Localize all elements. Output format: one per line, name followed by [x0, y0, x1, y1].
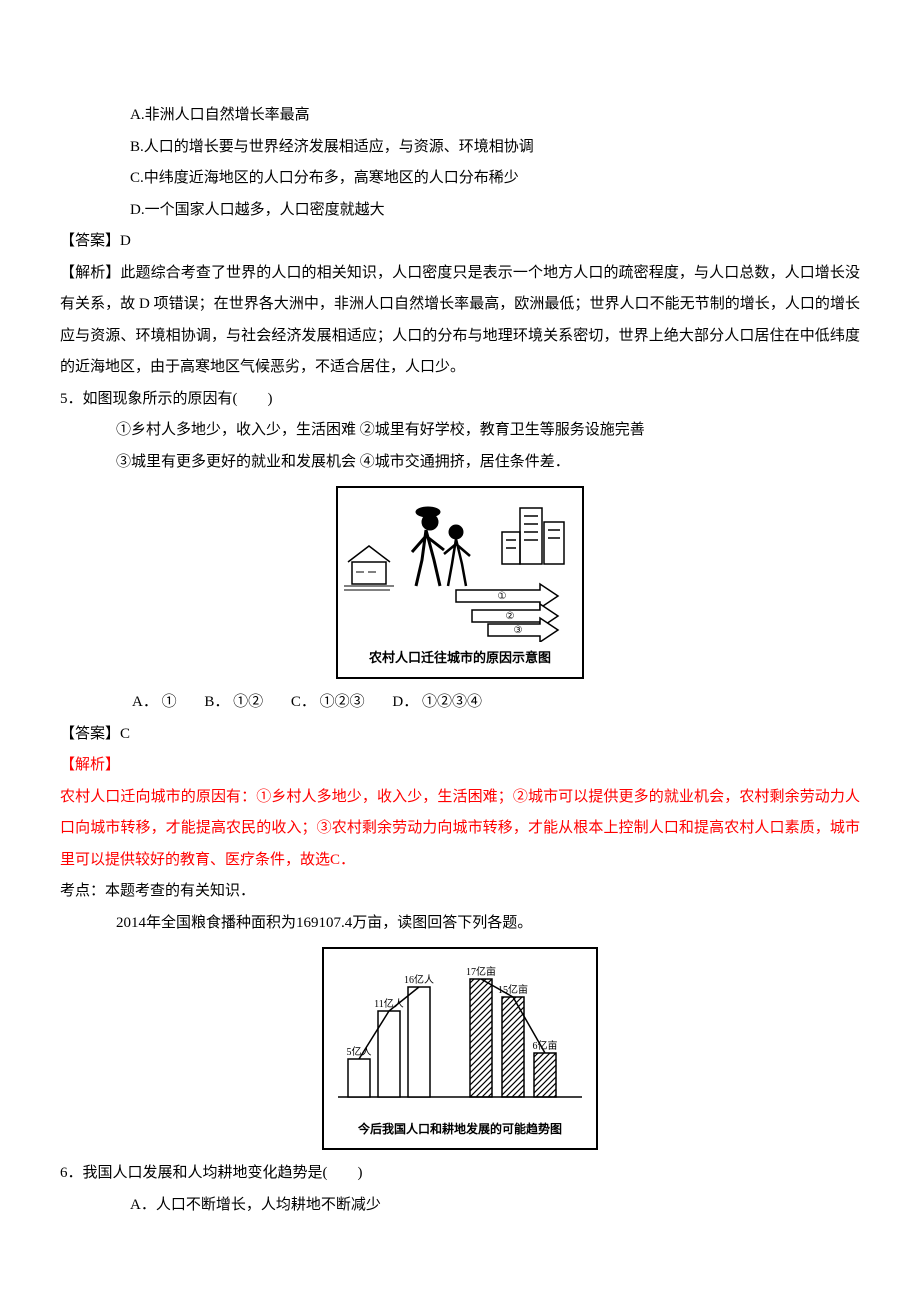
q5-analysis-label: 【解析】 [60, 750, 860, 782]
trend-chart-svg: 5亿人11亿人16亿人17亿亩15亿亩6亿亩 [330, 955, 590, 1115]
svg-text:①: ① [498, 591, 507, 602]
q5-choices: A． ① B． ①② C． ①②③ D． ①②③④ [60, 687, 860, 719]
svg-text:17亿亩: 17亿亩 [466, 965, 496, 978]
q4-option-b: B.人口的增长要与世界经济发展相适应，与资源、环境相协调 [60, 132, 860, 164]
population-land-chart: 5亿人11亿人16亿人17亿亩15亿亩6亿亩 今后我国人口和耕地发展的可能趋势图 [322, 947, 598, 1150]
q5-choice-d: D． ①②③④ [392, 694, 482, 710]
context-text: 2014年全国粮食播种面积为169107.4万亩，读图回答下列各题。 [60, 908, 860, 940]
q4-analysis: 【解析】此题综合考查了世界的人口的相关知识，人口密度只是表示一个地方人口的疏密程… [60, 258, 860, 384]
q5-choice-c: C． ①②③ [291, 694, 365, 710]
q5-analysis-body: 农村人口迁向城市的原因有：①乡村人多地少，收入少，生活困难；②城市可以提供更多的… [60, 782, 860, 877]
q5-illustration: ① ② ③ 农村人口迁往城市的原因示意图 [336, 486, 584, 679]
q4-option-c: C.中纬度近海地区的人口分布多，高寒地区的人口分布稀少 [60, 163, 860, 195]
q5-statements-2: ③城里有更多更好的就业和发展机会 ④城市交通拥挤，居住条件差． [60, 447, 860, 479]
q5-illustration-container: ① ② ③ 农村人口迁往城市的原因示意图 [60, 486, 860, 679]
q5-choice-a: A． ① [132, 694, 177, 710]
svg-text:②: ② [506, 611, 515, 622]
chart-title: 今后我国人口和耕地发展的可能趋势图 [330, 1117, 590, 1142]
q4-option-d: D.一个国家人口越多，人口密度就越大 [60, 195, 860, 227]
q5-choice-b: B． ①② [204, 694, 263, 710]
q5-statements-1: ①乡村人多地少，收入少，生活困难 ②城里有好学校，教育卫生等服务设施完善 [60, 415, 860, 447]
q5-exam-point: 考点：本题考查的有关知识． [60, 876, 860, 908]
chart-container: 5亿人11亿人16亿人17亿亩15亿亩6亿亩 今后我国人口和耕地发展的可能趋势图 [60, 947, 860, 1150]
q6-option-a: A．人口不断增长，人均耕地不断减少 [60, 1190, 860, 1222]
q5-answer: 【答案】C [60, 719, 860, 751]
q4-answer: 【答案】D [60, 226, 860, 258]
svg-text:16亿人: 16亿人 [404, 973, 434, 986]
q4-option-a: A.非洲人口自然增长率最高 [60, 100, 860, 132]
svg-text:6亿亩: 6亿亩 [533, 1039, 558, 1052]
q5-stem: 5．如图现象所示的原因有( ) [60, 384, 860, 416]
q6-stem: 6．我国人口发展和人均耕地变化趋势是( ) [60, 1158, 860, 1190]
svg-text:③: ③ [514, 625, 523, 636]
migration-diagram-svg: ① ② ③ [344, 494, 576, 642]
q5-image-caption: 农村人口迁往城市的原因示意图 [344, 644, 576, 671]
svg-text:5亿人: 5亿人 [347, 1045, 372, 1058]
svg-text:15亿亩: 15亿亩 [498, 983, 528, 996]
